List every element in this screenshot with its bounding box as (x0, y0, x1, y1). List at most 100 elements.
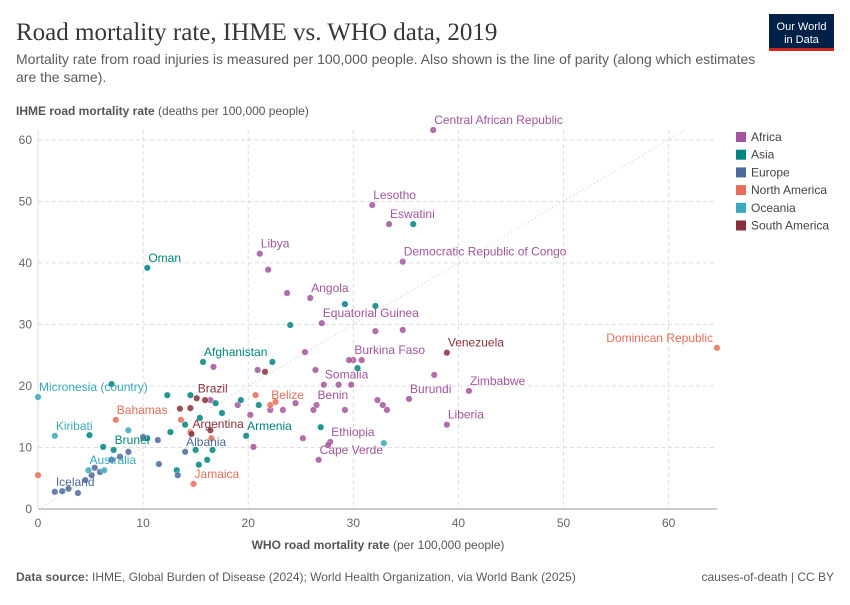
x-tick-label: 10 (136, 516, 150, 530)
point (199, 358, 207, 366)
point (34, 471, 42, 479)
legend-label: North America (751, 183, 827, 197)
legend-swatch (736, 185, 746, 196)
source-label: Data source: (16, 570, 89, 584)
point (324, 441, 332, 449)
y-axis-title-main: IHME road mortality rate (16, 104, 155, 118)
point (192, 446, 200, 454)
y-tick-label: 30 (19, 317, 33, 331)
point (201, 396, 209, 404)
point (218, 409, 226, 417)
point (318, 319, 326, 327)
point (268, 358, 276, 366)
point (374, 396, 382, 404)
point (99, 443, 107, 451)
point (306, 294, 314, 302)
point (64, 485, 72, 493)
point (174, 471, 182, 479)
legend-swatch (736, 167, 746, 178)
point (409, 220, 417, 228)
point (299, 434, 307, 442)
x-axis-title-unit: (per 100,000 people) (393, 538, 504, 552)
point-label: Burkina Faso (354, 343, 425, 357)
point (163, 391, 171, 399)
point (256, 250, 264, 258)
point (354, 364, 362, 372)
point (272, 398, 280, 406)
point (196, 414, 204, 422)
x-tick-label: 20 (242, 516, 256, 530)
point (177, 416, 185, 424)
point-label: Iceland (56, 475, 95, 489)
point (186, 404, 194, 412)
legend-swatch (736, 132, 746, 142)
point (176, 405, 184, 413)
point (443, 421, 451, 429)
point (345, 356, 353, 364)
point (187, 430, 195, 438)
point (112, 416, 120, 424)
point (266, 401, 274, 409)
y-axis-title-unit: (deaths per 100,000 people) (158, 104, 309, 118)
y-tick-label: 10 (19, 440, 33, 454)
point-label: Albania (186, 435, 226, 449)
point (309, 406, 317, 414)
point (443, 349, 451, 357)
point (335, 381, 343, 389)
y-tick-label: 50 (19, 194, 33, 208)
point-label: Burundi (410, 382, 451, 396)
point (91, 464, 99, 472)
point (81, 476, 89, 484)
point (51, 432, 59, 440)
point-label: Zimbabwe (470, 374, 526, 388)
point (86, 431, 94, 439)
point (465, 387, 473, 395)
point (315, 456, 323, 464)
legend-swatch (736, 202, 746, 213)
legend-label: Africa (751, 130, 782, 144)
y-tick-label: 20 (19, 379, 33, 393)
legend-label: Asia (751, 148, 775, 162)
y-tick-label: 40 (19, 256, 33, 270)
point (110, 446, 118, 454)
point (399, 326, 407, 334)
point (181, 421, 189, 429)
source-text: IHME, Global Burden of Disease (2024); W… (92, 570, 576, 584)
logo-line: Our World (777, 21, 827, 33)
point (313, 401, 321, 409)
logo-line: in Data (784, 34, 820, 46)
marks: Central African Republic Lesotho Eswatini L… (34, 113, 721, 497)
point-label: Equatorial Guinea (323, 306, 419, 320)
chart-subtitle: Mortality rate from road injuries is mea… (16, 51, 756, 85)
point (234, 401, 242, 409)
point-label: Afghanistan (204, 345, 267, 359)
point (358, 356, 366, 364)
point (249, 443, 257, 451)
logo-box (769, 14, 834, 50)
point (405, 395, 413, 403)
point (347, 381, 355, 389)
license: causes-of-death | CC BY (701, 570, 834, 584)
point (301, 348, 309, 356)
point (143, 264, 151, 272)
point (283, 289, 291, 297)
point (166, 428, 174, 436)
point (246, 411, 254, 419)
x-tick-label: 60 (662, 516, 676, 530)
x-axis-title-main: WHO road mortality rate (252, 538, 390, 552)
legend-swatch (736, 149, 746, 160)
point (429, 126, 437, 134)
point-label: Angola (311, 281, 349, 295)
point (383, 406, 391, 414)
point (371, 302, 379, 310)
point (320, 381, 328, 389)
point (208, 446, 216, 454)
point-label: Argentina (192, 417, 244, 431)
point (264, 266, 272, 274)
point (254, 366, 262, 374)
y-tick-label: 0 (25, 502, 32, 516)
point (124, 426, 132, 434)
point (154, 436, 162, 444)
point (155, 460, 163, 468)
point (380, 439, 388, 447)
